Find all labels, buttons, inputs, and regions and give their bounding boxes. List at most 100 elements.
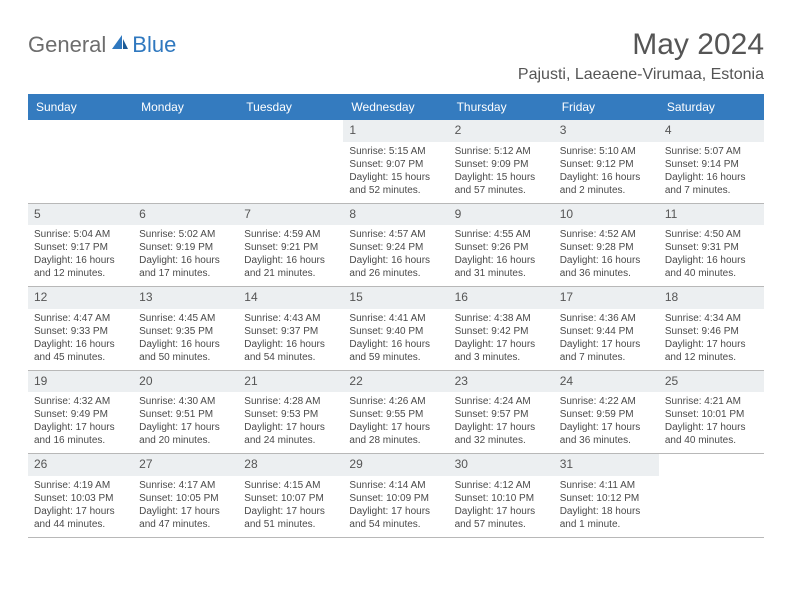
calendar-cell: 8Sunrise: 4:57 AMSunset: 9:24 PMDaylight… (343, 204, 448, 287)
brand-logo: General Blue (28, 28, 176, 58)
calendar-week: 1Sunrise: 5:15 AMSunset: 9:07 PMDaylight… (28, 120, 764, 204)
calendar-cell: 14Sunrise: 4:43 AMSunset: 9:37 PMDayligh… (238, 287, 343, 370)
day-number: 4 (659, 120, 764, 142)
month-title: May 2024 (518, 28, 764, 62)
sunrise-text: Sunrise: 4:52 AM (560, 228, 653, 241)
sunrise-text: Sunrise: 4:24 AM (455, 395, 548, 408)
brand-general: General (28, 32, 106, 58)
weekday-label: Monday (133, 94, 238, 120)
sunrise-text: Sunrise: 4:59 AM (244, 228, 337, 241)
calendar-cell: 4Sunrise: 5:07 AMSunset: 9:14 PMDaylight… (659, 120, 764, 203)
daylight-text: Daylight: 17 hours and 47 minutes. (139, 505, 232, 531)
day-number: 16 (449, 287, 554, 309)
sunrise-text: Sunrise: 4:32 AM (34, 395, 127, 408)
day-number: 14 (238, 287, 343, 309)
sunset-text: Sunset: 9:46 PM (665, 325, 758, 338)
calendar-cell: 30Sunrise: 4:12 AMSunset: 10:10 PMDaylig… (449, 454, 554, 537)
day-number: 10 (554, 204, 659, 226)
daylight-text: Daylight: 17 hours and 24 minutes. (244, 421, 337, 447)
day-number: 23 (449, 371, 554, 393)
day-number: 28 (238, 454, 343, 476)
calendar-cell: 29Sunrise: 4:14 AMSunset: 10:09 PMDaylig… (343, 454, 448, 537)
day-number: 30 (449, 454, 554, 476)
sunset-text: Sunset: 9:42 PM (455, 325, 548, 338)
day-number: 7 (238, 204, 343, 226)
daylight-text: Daylight: 15 hours and 57 minutes. (455, 171, 548, 197)
calendar-cell: 3Sunrise: 5:10 AMSunset: 9:12 PMDaylight… (554, 120, 659, 203)
sunset-text: Sunset: 9:57 PM (455, 408, 548, 421)
sunset-text: Sunset: 9:19 PM (139, 241, 232, 254)
daylight-text: Daylight: 17 hours and 28 minutes. (349, 421, 442, 447)
calendar: Sunday Monday Tuesday Wednesday Thursday… (28, 94, 764, 538)
sunset-text: Sunset: 9:44 PM (560, 325, 653, 338)
sunset-text: Sunset: 10:12 PM (560, 492, 653, 505)
sunrise-text: Sunrise: 4:30 AM (139, 395, 232, 408)
calendar-cell: 20 Sunrise: 4:30 AMSunset: 9:51 PMDayligh… (133, 371, 238, 454)
daylight-text: Daylight: 16 hours and 2 minutes. (560, 171, 653, 197)
daylight-text: Daylight: 16 hours and 17 minutes. (139, 254, 232, 280)
sunset-text: Sunset: 9:59 PM (560, 408, 653, 421)
sunset-text: Sunset: 9:40 PM (349, 325, 442, 338)
sunrise-text: Sunrise: 5:12 AM (455, 145, 548, 158)
sunrise-text: Sunrise: 4:11 AM (560, 479, 653, 492)
sunrise-text: Sunrise: 4:50 AM (665, 228, 758, 241)
weekday-label: Saturday (659, 94, 764, 120)
daylight-text: Daylight: 17 hours and 20 minutes. (139, 421, 232, 447)
daylight-text: Daylight: 17 hours and 32 minutes. (455, 421, 548, 447)
daylight-text: Daylight: 17 hours and 51 minutes. (244, 505, 337, 531)
sunset-text: Sunset: 10:09 PM (349, 492, 442, 505)
calendar-weeks: 1Sunrise: 5:15 AMSunset: 9:07 PMDaylight… (28, 120, 764, 538)
sunrise-text: Sunrise: 4:38 AM (455, 312, 548, 325)
day-number: 3 (554, 120, 659, 142)
daylight-text: Daylight: 16 hours and 54 minutes. (244, 338, 337, 364)
daylight-text: Daylight: 16 hours and 50 minutes. (139, 338, 232, 364)
calendar-cell: 7Sunrise: 4:59 AMSunset: 9:21 PMDaylight… (238, 204, 343, 287)
sunset-text: Sunset: 9:53 PM (244, 408, 337, 421)
day-number: 24 (554, 371, 659, 393)
day-number: 2 (449, 120, 554, 142)
day-number: 11 (659, 204, 764, 226)
calendar-cell: 16Sunrise: 4:38 AMSunset: 9:42 PMDayligh… (449, 287, 554, 370)
daylight-text: Daylight: 17 hours and 7 minutes. (560, 338, 653, 364)
sail-icon (110, 33, 130, 58)
daylight-text: Daylight: 17 hours and 16 minutes. (34, 421, 127, 447)
calendar-week: 26Sunrise: 4:19 AMSunset: 10:03 PMDaylig… (28, 454, 764, 538)
calendar-cell: 10Sunrise: 4:52 AMSunset: 9:28 PMDayligh… (554, 204, 659, 287)
day-number: 18 (659, 287, 764, 309)
calendar-cell: 2Sunrise: 5:12 AMSunset: 9:09 PMDaylight… (449, 120, 554, 203)
calendar-cell: 5Sunrise: 5:04 AMSunset: 9:17 PMDaylight… (28, 204, 133, 287)
sunset-text: Sunset: 9:35 PM (139, 325, 232, 338)
sunset-text: Sunset: 9:51 PM (139, 408, 232, 421)
calendar-week: 5Sunrise: 5:04 AMSunset: 9:17 PMDaylight… (28, 204, 764, 288)
sunrise-text: Sunrise: 4:41 AM (349, 312, 442, 325)
day-number: 12 (28, 287, 133, 309)
sunset-text: Sunset: 9:31 PM (665, 241, 758, 254)
sunrise-text: Sunrise: 4:14 AM (349, 479, 442, 492)
daylight-text: Daylight: 17 hours and 36 minutes. (560, 421, 653, 447)
day-number: 5 (28, 204, 133, 226)
sunrise-text: Sunrise: 5:07 AM (665, 145, 758, 158)
sunset-text: Sunset: 9:33 PM (34, 325, 127, 338)
sunrise-text: Sunrise: 4:43 AM (244, 312, 337, 325)
day-number: 13 (133, 287, 238, 309)
sunrise-text: Sunrise: 4:15 AM (244, 479, 337, 492)
sunrise-text: Sunrise: 5:04 AM (34, 228, 127, 241)
calendar-cell: 1Sunrise: 5:15 AMSunset: 9:07 PMDaylight… (343, 120, 448, 203)
weekday-label: Sunday (28, 94, 133, 120)
calendar-cell (133, 120, 238, 203)
day-number: 20 (133, 371, 238, 393)
day-number: 21 (238, 371, 343, 393)
daylight-text: Daylight: 17 hours and 57 minutes. (455, 505, 548, 531)
brand-blue: Blue (132, 32, 176, 58)
daylight-text: Daylight: 17 hours and 44 minutes. (34, 505, 127, 531)
day-number: 9 (449, 204, 554, 226)
sunrise-text: Sunrise: 4:21 AM (665, 395, 758, 408)
sunset-text: Sunset: 10:07 PM (244, 492, 337, 505)
daylight-text: Daylight: 16 hours and 21 minutes. (244, 254, 337, 280)
sunset-text: Sunset: 9:14 PM (665, 158, 758, 171)
calendar-week: 19Sunrise: 4:32 AMSunset: 9:49 PMDayligh… (28, 371, 764, 455)
calendar-cell: 26Sunrise: 4:19 AMSunset: 10:03 PMDaylig… (28, 454, 133, 537)
calendar-cell (238, 120, 343, 203)
calendar-cell: 17Sunrise: 4:36 AMSunset: 9:44 PMDayligh… (554, 287, 659, 370)
calendar-cell: 23 Sunrise: 4:24 AMSunset: 9:57 PMDayligh… (449, 371, 554, 454)
